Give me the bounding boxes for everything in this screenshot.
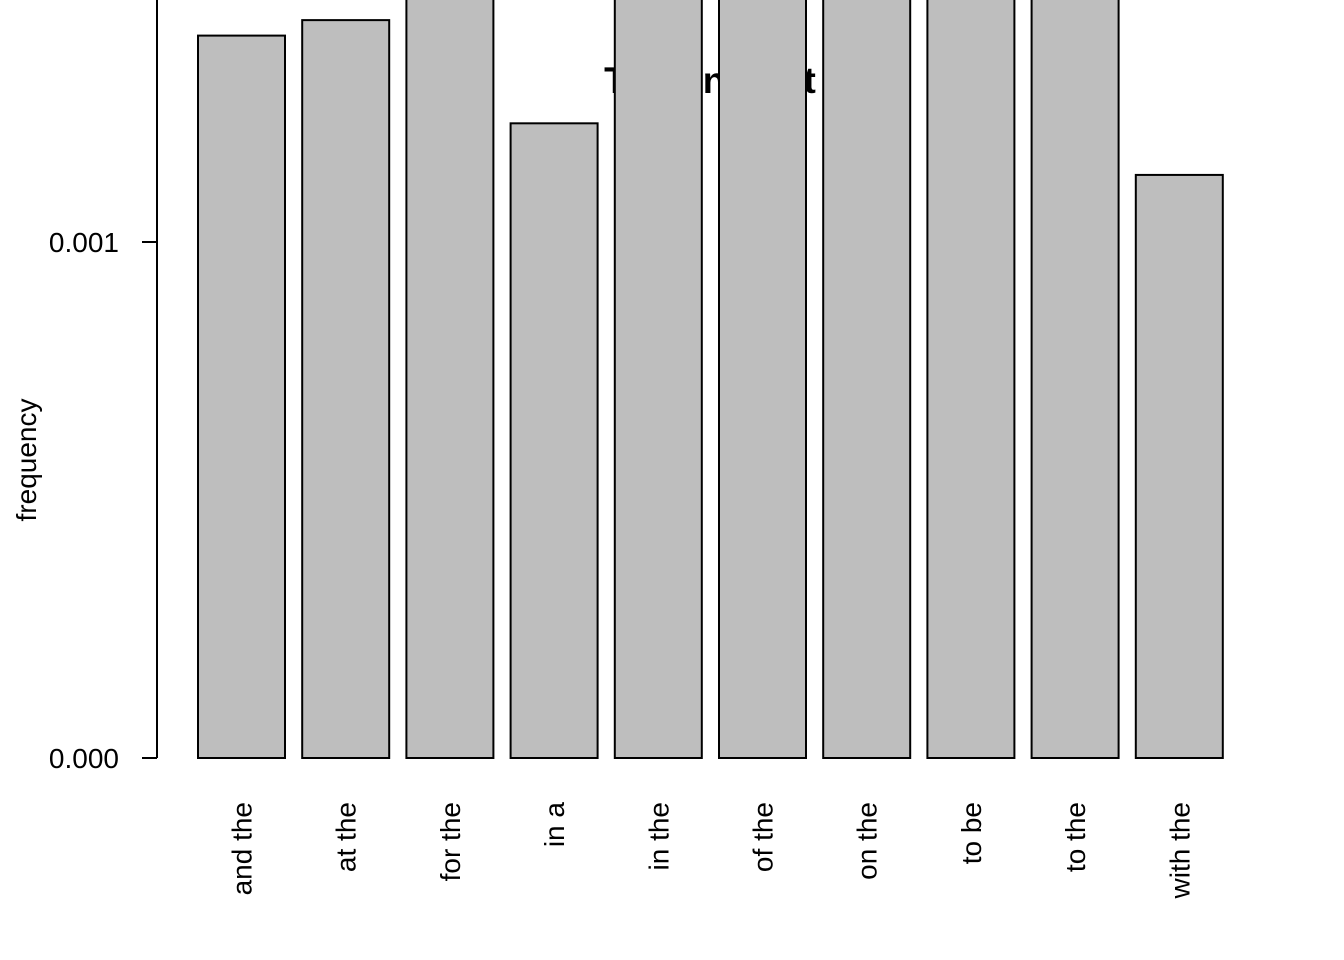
bar-to-the	[1030, 0, 1120, 759]
y-axis-title: frequency	[11, 399, 42, 522]
bars-group	[197, 0, 1224, 760]
bar-of-the	[718, 0, 807, 759]
bar-with-the	[1134, 173, 1224, 760]
x-tick-label: on the	[852, 802, 883, 880]
bar-in-a	[509, 122, 599, 759]
y-tick-label: 0.001	[49, 227, 119, 258]
bar-on-the	[822, 0, 912, 759]
x-tick-label: of the	[748, 802, 779, 872]
x-tick-label: to the	[1060, 802, 1091, 872]
x-tick-label: at the	[331, 802, 362, 872]
x-axis-labels: and the at the for the in a in the of the on t…	[227, 802, 1196, 900]
bar-for-the	[405, 0, 495, 759]
bar-at-the	[301, 19, 391, 760]
x-tick-label: in a	[539, 802, 570, 848]
x-tick-label: for the	[435, 802, 466, 881]
bar-to-be	[926, 0, 1016, 759]
y-tick-label: 0.000	[49, 743, 119, 774]
x-tick-label: to be	[956, 802, 987, 864]
bar-in-the	[613, 0, 703, 759]
x-tick-label: and the	[227, 802, 258, 895]
x-tick-label: with the	[1164, 802, 1195, 900]
bar-and-the	[197, 34, 286, 760]
x-tick-label: in the	[643, 802, 674, 871]
